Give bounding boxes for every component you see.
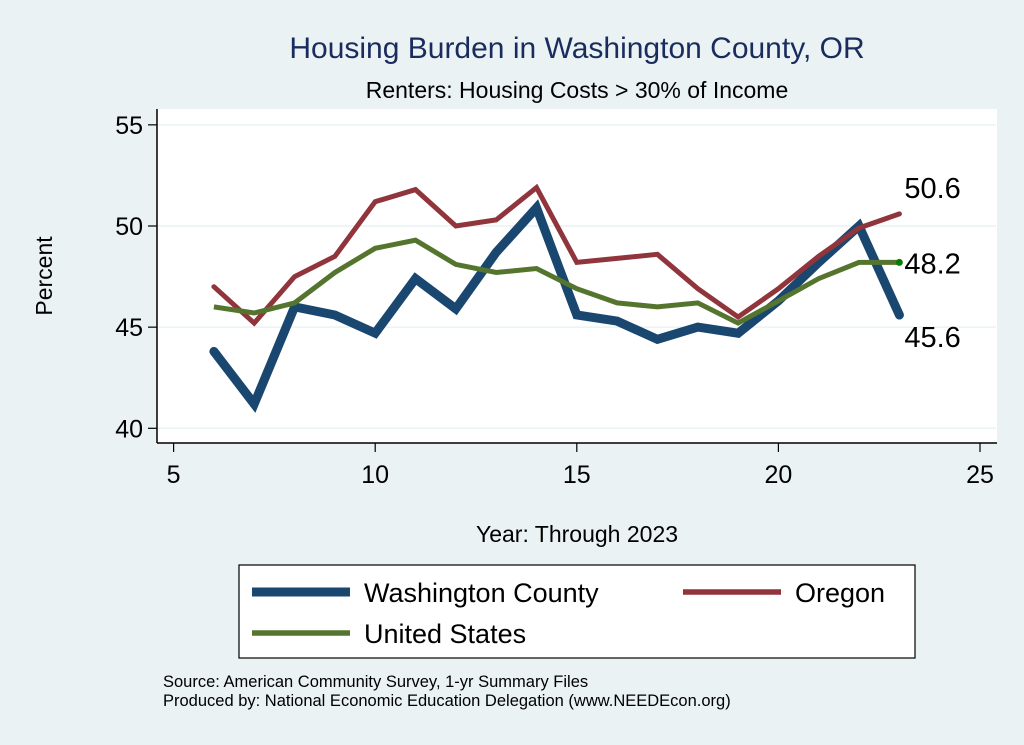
- series-line-oregon: [211, 183, 902, 327]
- source-note: Source: American Community Survey, 1-yr …: [163, 673, 588, 691]
- end-label-washington-county: 45.6: [904, 322, 960, 354]
- chart-subtitle: Renters: Housing Costs > 30% of Income: [366, 77, 789, 103]
- series-oregon: [211, 183, 902, 327]
- gridlines: [158, 124, 996, 430]
- chart-title: Housing Burden in Washington County, OR: [289, 32, 864, 65]
- end-labels: 50.6 48.2 45.6: [904, 173, 960, 354]
- x-axis-title: Year: Through 2023: [476, 521, 678, 547]
- x-tick-label-25: 25: [966, 461, 994, 489]
- legend-label-united-states: United States: [364, 619, 526, 649]
- x-tick-label-15: 15: [563, 461, 591, 489]
- x-tick-label-20: 20: [764, 461, 792, 489]
- y-axis-ticks: 40 45 50 55: [115, 112, 157, 443]
- end-label-united-states: 48.2: [904, 248, 960, 280]
- plot-area: [157, 109, 997, 443]
- y-tick-label-40: 40: [115, 415, 143, 443]
- legend: Washington County Oregon United States: [238, 564, 916, 659]
- produced-by-note: Produced by: National Economic Education…: [163, 692, 731, 710]
- series-united-states: [213, 237, 900, 326]
- legend-box: [238, 564, 916, 659]
- y-tick-label-45: 45: [115, 314, 143, 342]
- x-axis-ticks: 5 10 15 20 25: [167, 443, 994, 489]
- x-tick-label-5: 5: [167, 461, 181, 489]
- x-tick-label-10: 10: [361, 461, 389, 489]
- y-tick-label-55: 55: [115, 112, 143, 140]
- us-end-marker: [895, 258, 903, 266]
- legend-label-oregon: Oregon: [795, 578, 885, 608]
- y-tick-label-50: 50: [115, 213, 143, 241]
- series-lines: [209, 183, 904, 413]
- legend-label-washington-county: Washington County: [364, 578, 599, 608]
- end-label-oregon: 50.6: [904, 173, 960, 205]
- y-axis-title: Percent: [31, 236, 57, 316]
- series-line-united-states: [213, 237, 900, 326]
